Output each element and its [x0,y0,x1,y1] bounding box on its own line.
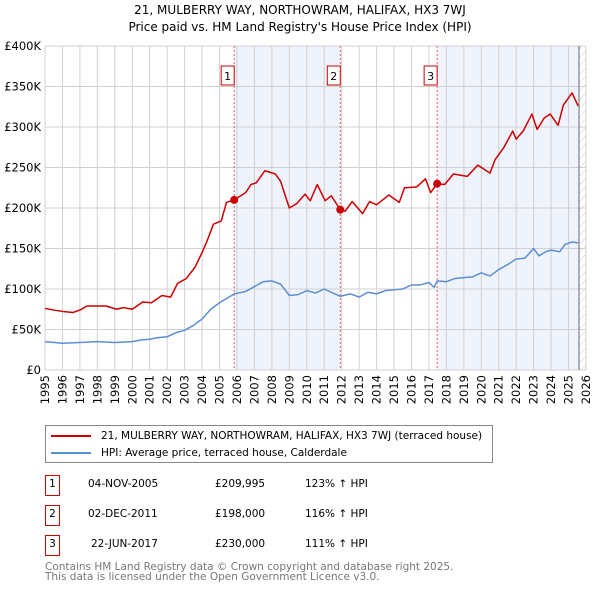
footer-copyright: Contains HM Land Registry data © Crown c… [45,561,454,573]
legend-label: HPI: Average price, terraced house, Cald… [101,447,347,459]
y-tick-label: £150K [4,242,41,256]
y-tick-label: £300K [4,120,41,134]
x-tick-label: 2025 [562,375,576,404]
legend-swatch-red [51,435,91,437]
sale-label-box [423,65,438,86]
sale-date: 02-DEC-2011 [88,508,158,520]
x-tick-label: 2016 [404,375,418,404]
x-tick-label: 1996 [55,375,69,404]
chart-title-line1: 21, MULBERRY WAY, NORTHOWRAM, HALIFAX, H… [134,3,466,17]
sale-date: 04-NOV-2005 [88,478,159,490]
y-tick-label: £0 [26,363,41,377]
x-tick-label: 2013 [352,375,366,404]
legend: 21, MULBERRY WAY, NORTHOWRAM, HALIFAX, H… [45,425,493,463]
y-tick-label: £50K [12,323,42,337]
x-tick-label: 2007 [247,375,261,404]
x-tick-label: 1998 [90,375,104,404]
sale-row-2: 2 02-DEC-2011 £198,000 116% ↑ HPI [45,505,465,526]
price-chart: 1995 1996 1997 1998 1999 2000 2001 2002 2003 2004… [4,39,593,404]
x-tick-label: 2000 [125,375,139,404]
y-tick-label: £350K [4,80,41,94]
sale-price: £198,000 [215,508,266,520]
sale-marker-badge: 1 [45,475,60,496]
x-tick-label: 2019 [457,375,471,404]
y-tick-label: £400K [4,39,41,53]
y-tick-label: £250K [4,161,41,175]
sale-hpi: 123% ↑ HPI [305,478,368,490]
x-tick-label: 2014 [370,375,384,404]
hpi-series-line [44,241,579,345]
sale-label: 3 [427,70,434,83]
x-tick-label: 2026 [579,375,593,404]
x-tick-label: 2018 [439,375,453,404]
sale-label: 2 [330,70,337,83]
x-tick-label: 1999 [108,375,122,404]
footer-licence: This data is licensed under the Open Gov… [45,571,380,583]
sale-point [336,205,345,214]
sale-price: £230,000 [215,538,266,550]
sale-label-box [220,65,235,86]
sale-label: 1 [224,70,231,83]
y-tick-label: £100K [4,282,41,296]
x-tick-label: 2020 [474,375,488,404]
sale-price: £209,995 [215,478,266,490]
x-tick-label: 2003 [178,375,192,404]
sale-row-3: 3 22-JUN-2017 £230,000 111% ↑ HPI [45,535,465,556]
legend-label: 21, MULBERRY WAY, NORTHOWRAM, HALIFAX, H… [101,430,483,442]
sale-point [433,179,442,188]
sale-hpi: 116% ↑ HPI [305,508,368,520]
x-tick-label: 2022 [509,375,523,404]
x-tick-label: 2012 [335,375,349,404]
x-tick-label: 2002 [160,375,174,404]
x-tick-label: 2017 [422,375,436,404]
x-tick-label: 1995 [38,375,52,404]
x-tick-label: 2011 [317,375,331,404]
x-tick-label: 2008 [265,375,279,404]
x-tick-label: 2001 [143,375,157,404]
x-tick-label: 2024 [544,375,558,404]
x-tick-label: 2004 [195,375,209,404]
sale-label-box [326,65,341,86]
x-tick-label: 2023 [527,375,541,404]
x-tick-label: 2015 [387,375,401,404]
x-tick-label: 1997 [73,375,87,404]
price-paid-series-line [44,92,579,314]
sale-date: 22-JUN-2017 [91,538,158,550]
sale-point [230,195,239,204]
legend-swatch-blue [51,452,91,454]
sale-marker-badge: 3 [45,535,60,556]
sale-marker-badge: 2 [45,505,60,526]
x-tick-label: 2009 [282,375,296,404]
x-tick-label: 2010 [300,375,314,404]
y-tick-label: £200K [4,201,41,215]
x-tick-label: 2005 [213,375,227,404]
x-tick-label: 2006 [230,375,244,404]
legend-item-property: 21, MULBERRY WAY, NORTHOWRAM, HALIFAX, H… [51,428,482,444]
sale-row-1: 1 04-NOV-2005 £209,995 123% ↑ HPI [45,475,465,496]
x-tick-label: 2021 [492,375,506,404]
chart-title-line2: Price paid vs. HM Land Registry's House … [128,20,472,34]
legend-item-hpi: HPI: Average price, terraced house, Cald… [51,445,347,461]
sale-hpi: 111% ↑ HPI [305,538,368,550]
